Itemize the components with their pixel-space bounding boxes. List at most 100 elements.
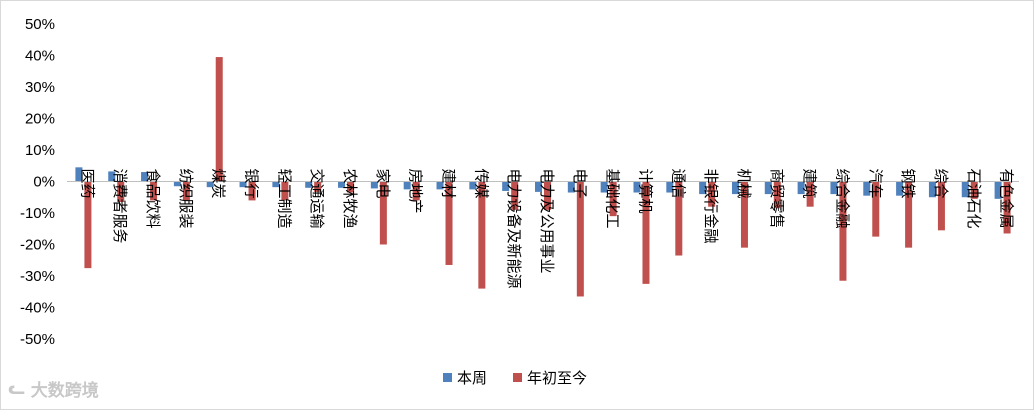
x-category-label: 传媒 [472,169,490,199]
y-tick-label: -20% [20,237,55,254]
watermark: ᓚ 大数跨境 [8,376,99,401]
x-category-label: 煤炭 [210,169,228,199]
bar-weekly [469,181,477,190]
y-tick-label: -10% [20,205,55,222]
bar-ytd [773,181,781,209]
bar-weekly [141,172,149,182]
x-category-label: 房地产 [407,169,425,214]
y-tick-label: -40% [20,300,55,317]
bar-ytd [839,181,847,281]
bar-weekly [896,181,904,196]
bar-ytd [117,181,125,202]
bar-ytd [740,181,748,248]
bar-ytd [347,181,355,193]
x-category-label: 纺织服装 [177,169,195,229]
bar-ytd [511,181,519,210]
x-category-label: 综合 [932,169,950,199]
bar-ytd [281,181,289,201]
y-axis: 50% 40% 30% 20% 10% 0% -10% -20% -30% -40% -50% [20,16,55,348]
legend-label: 年初至今 [527,369,587,387]
bar-ytd [970,181,978,199]
bar-weekly [731,181,739,195]
x-category-label: 基础化工 [604,169,622,229]
bar-ytd [937,181,945,231]
bar-ytd [872,181,880,237]
bar-ytd [609,181,617,217]
y-tick-label: 0% [33,174,55,191]
x-category-label: 电子 [571,169,589,199]
x-category-label: 家电 [374,169,392,199]
bar-weekly [863,181,871,196]
logo-icon: ᓚ [8,378,25,399]
watermark-text: 大数跨境 [30,381,99,401]
bar-weekly [403,181,411,190]
bar-weekly [764,181,772,195]
bar-weekly [502,181,510,191]
bar-ytd [576,181,584,297]
y-tick-label: -30% [20,268,55,285]
x-category-label: 食品饮料 [144,169,162,229]
bar-weekly [600,181,608,193]
x-category-label: 钢铁 [899,169,917,199]
bar-ytd [445,181,453,265]
x-category-label: 计算机 [636,169,654,214]
x-category-label: 电力及公用事业 [538,169,556,274]
bar-ytd [84,181,92,269]
bar-ytd [642,181,650,284]
bar-ytd [675,181,683,256]
x-category-label: 通信 [669,169,687,199]
bar-ytd [314,181,322,192]
x-category-label: 建材 [440,169,458,199]
legend-swatch [443,373,452,382]
bar-weekly [633,181,641,193]
bar-weekly [928,181,936,198]
bar-ytd [708,181,716,207]
x-category-label: 银行 [243,169,261,199]
x-category-label: 医药 [78,169,96,199]
bar-ytd [412,181,420,201]
x-category-label: 建筑 [801,169,819,199]
legend-swatch [513,373,522,382]
bar-ytd [1003,181,1011,234]
legend-label: 本周 [457,369,487,387]
x-category-label: 石油石化 [965,169,983,229]
x-axis-labels: 医药 消费者服务 食品饮料 纺织服装 煤炭 银行 轻工制造 交通运输 农林牧渔 家电 房地产 建材 传媒… [78,169,1015,289]
x-category-label: 消费者服务 [111,169,129,244]
bar-weekly [961,181,969,198]
bar-weekly [272,181,280,188]
bars [75,57,1011,297]
bar-ytd [150,181,158,201]
bar-weekly [830,181,838,195]
y-tick-label: -50% [20,331,55,348]
bar-weekly [994,181,1002,199]
bar-weekly [75,167,83,182]
bar-weekly [173,181,181,187]
x-category-label: 有色金属 [998,169,1016,229]
bar-weekly [239,181,247,188]
x-category-label: 农林牧渔 [341,169,359,229]
bar-ytd [905,181,913,248]
y-tick-label: 50% [25,16,55,33]
bar-ytd [478,181,486,289]
bar-weekly [797,181,805,195]
bar-ytd [379,181,387,245]
x-category-label: 轻工制造 [275,169,293,229]
bar-weekly [305,181,313,188]
bar-weekly [436,181,444,190]
bar-ytd [215,57,223,182]
bar-ytd [544,181,551,210]
bar-weekly [666,181,674,193]
x-category-label: 电力设备及新能源 [505,169,523,289]
x-category-label: 商贸零售 [768,169,786,229]
bar-weekly [206,181,214,188]
x-category-label: 非银行金融 [702,169,720,244]
bar-ytd [806,181,814,207]
bar-weekly [567,181,575,193]
bar-weekly [699,181,707,195]
bar-weekly [535,181,542,192]
legend: 本周 年初至今 [443,369,587,387]
y-tick-label: 30% [25,79,55,96]
y-tick-label: 10% [25,142,55,159]
bar-weekly [108,171,116,182]
